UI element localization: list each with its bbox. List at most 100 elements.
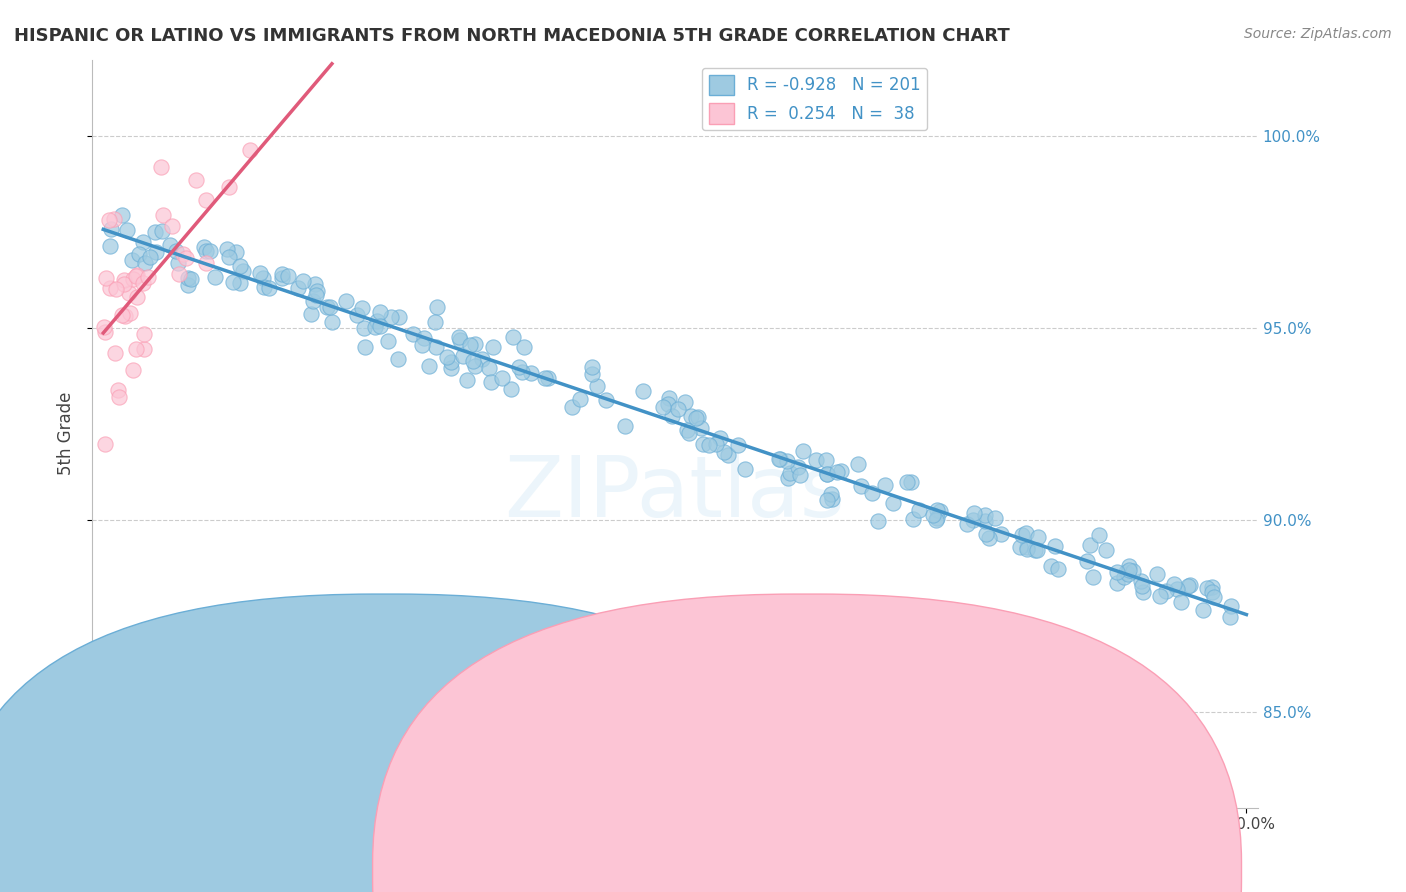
Point xyxy=(270,267,292,281)
Point xyxy=(875,478,897,492)
Point xyxy=(1219,610,1241,624)
Point xyxy=(713,445,735,459)
Point xyxy=(98,213,121,227)
Point xyxy=(1107,576,1129,591)
Point xyxy=(177,271,200,285)
Point xyxy=(104,282,127,296)
Point xyxy=(184,173,207,187)
Point xyxy=(94,437,117,451)
Point xyxy=(1015,526,1038,541)
Point xyxy=(1039,558,1062,573)
Point xyxy=(1095,543,1118,558)
Point xyxy=(94,325,117,339)
Point xyxy=(388,310,411,325)
Point xyxy=(974,527,997,541)
Point xyxy=(165,244,187,258)
Point xyxy=(685,411,707,425)
Point xyxy=(1115,565,1137,579)
Point xyxy=(534,371,557,385)
Point xyxy=(502,330,524,344)
Point xyxy=(426,300,449,314)
Point xyxy=(159,237,181,252)
Point xyxy=(368,305,391,319)
Point xyxy=(1083,570,1105,584)
Point xyxy=(252,271,274,285)
Point xyxy=(727,438,749,452)
Point xyxy=(1192,603,1215,617)
Point xyxy=(149,160,172,174)
Point xyxy=(125,342,148,356)
Point xyxy=(166,256,188,270)
Point xyxy=(1076,554,1098,568)
Point xyxy=(681,409,703,424)
Point xyxy=(658,392,681,406)
Point xyxy=(366,313,388,327)
Point xyxy=(491,370,513,384)
Point xyxy=(122,362,145,376)
Point xyxy=(520,366,543,380)
Point xyxy=(194,194,217,208)
Point xyxy=(229,276,252,290)
Point xyxy=(963,506,986,520)
Point xyxy=(678,425,700,440)
Point xyxy=(368,318,391,333)
Point xyxy=(676,423,699,437)
Point xyxy=(1017,540,1039,554)
Point xyxy=(167,267,190,281)
Point xyxy=(304,277,326,292)
Point xyxy=(103,212,125,227)
Point xyxy=(673,395,696,409)
Point xyxy=(458,338,481,352)
Point xyxy=(413,331,436,345)
Point xyxy=(689,420,711,434)
Point xyxy=(1129,574,1152,588)
Y-axis label: 5th Grade: 5th Grade xyxy=(58,392,75,475)
Point xyxy=(143,225,166,239)
Point xyxy=(815,467,838,481)
Point xyxy=(107,383,129,397)
Point xyxy=(1201,585,1223,599)
Point xyxy=(118,305,141,319)
Point xyxy=(215,242,238,256)
Point xyxy=(846,457,869,471)
Point xyxy=(115,222,138,236)
Point xyxy=(108,390,131,404)
Point xyxy=(536,371,558,385)
Point xyxy=(380,310,402,324)
Point xyxy=(512,340,534,354)
Point xyxy=(561,401,583,415)
Point xyxy=(425,340,447,354)
Point xyxy=(118,286,141,301)
Point xyxy=(93,320,115,334)
Point xyxy=(134,327,156,342)
Point xyxy=(193,240,215,254)
Point xyxy=(896,475,918,490)
Point xyxy=(253,280,276,294)
Point xyxy=(172,246,194,260)
Point xyxy=(198,244,221,258)
Point xyxy=(1178,578,1201,592)
Point xyxy=(287,280,309,294)
Point xyxy=(1043,539,1066,553)
Point xyxy=(1015,541,1038,556)
Point xyxy=(1170,595,1192,609)
Point xyxy=(249,266,271,280)
Point xyxy=(464,359,486,373)
Point xyxy=(436,351,458,365)
Point xyxy=(1204,590,1226,604)
Point xyxy=(152,208,174,222)
Point xyxy=(817,492,839,507)
Point xyxy=(174,251,197,265)
Point xyxy=(962,513,984,527)
Point xyxy=(418,359,440,373)
Point xyxy=(786,460,808,475)
Point xyxy=(734,462,756,476)
Point xyxy=(1107,565,1129,579)
Point xyxy=(150,224,173,238)
Point xyxy=(815,467,838,482)
Point xyxy=(195,244,218,258)
Point xyxy=(321,315,343,329)
Point xyxy=(717,448,740,462)
Point xyxy=(1011,528,1033,542)
Point xyxy=(651,401,673,415)
